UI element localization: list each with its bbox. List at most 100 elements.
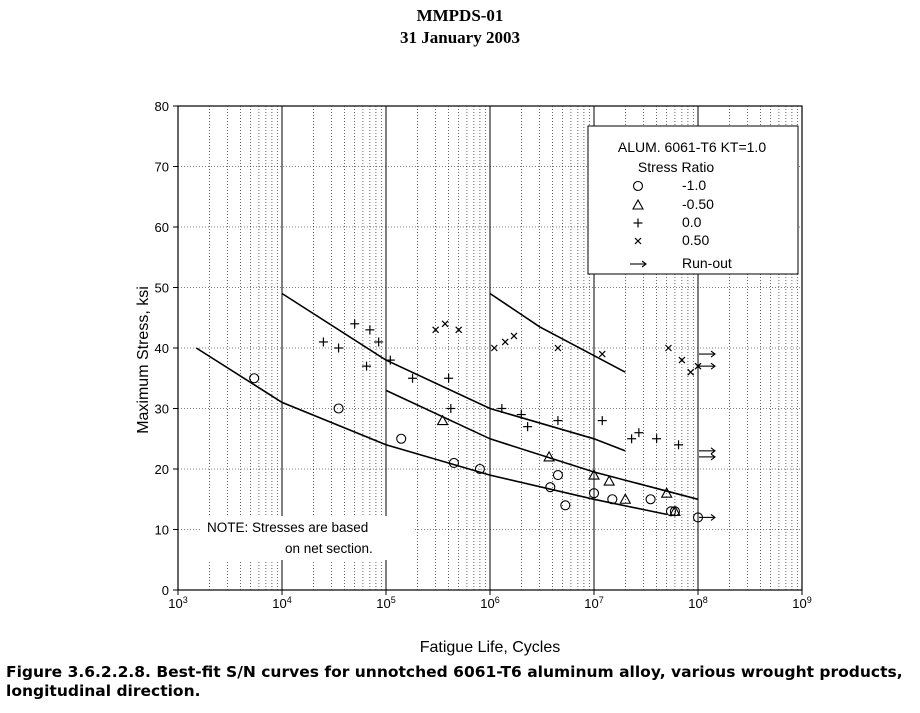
point-plus [385, 355, 395, 365]
circle-marker [645, 494, 656, 505]
point-x [598, 350, 606, 358]
y-tick-label: 80 [155, 99, 169, 114]
y-tick-label: 0 [162, 583, 169, 598]
note-background [200, 516, 414, 560]
arrow-head [710, 350, 716, 358]
x-marker-b [665, 344, 672, 352]
best-fit-curve-circle [195, 347, 667, 516]
point-plus [652, 434, 662, 444]
triangle-marker [588, 468, 600, 480]
legend-subtitle: Stress Ratio [638, 159, 714, 175]
arrow-head [710, 513, 716, 521]
x-axis-ticks: 103 104 105 106 107 108 109 [168, 590, 812, 611]
circle-marker [333, 403, 344, 414]
x-tick-label: 107 [584, 595, 603, 611]
point-triangle [668, 505, 681, 516]
point-circle [632, 180, 644, 192]
best-fit-curve-plus [281, 292, 626, 452]
point-plus [634, 428, 644, 438]
point-triangle [588, 468, 600, 480]
point-x [490, 344, 498, 352]
point-plus [374, 337, 384, 347]
arrow-head [710, 453, 716, 461]
point-triangle [660, 487, 673, 498]
point-x [554, 344, 562, 352]
note: NOTE: Stresses are based on net section. [200, 516, 414, 560]
y-tick-label: 20 [155, 462, 169, 477]
runout-arrow [699, 453, 716, 461]
point-circle [448, 457, 459, 469]
point-plus [633, 218, 643, 228]
triangle-marker [660, 487, 673, 498]
x-tick-label: 108 [688, 595, 707, 611]
point-x [665, 344, 672, 352]
point-plus [497, 404, 507, 413]
x-marker-b [455, 326, 463, 334]
x-marker-b [441, 320, 449, 328]
y-tick-label: 70 [155, 160, 169, 175]
point-plus [362, 361, 372, 371]
point-circle [333, 403, 344, 414]
point-circle [249, 373, 260, 384]
legend: ALUM. 6061-T6 KT=1.0 Stress Ratio -1.0 -0… [587, 125, 799, 275]
runout-arrow [699, 350, 716, 358]
x-marker-b [678, 356, 686, 364]
point-plus [408, 373, 418, 383]
arrow-head [710, 362, 716, 370]
point-x [501, 338, 509, 346]
legend-label: 0.0 [682, 214, 702, 230]
point-x [441, 320, 449, 328]
point-circle [396, 433, 407, 444]
best-fit-curves [195, 292, 699, 516]
point-plus [627, 434, 637, 444]
point-circle [560, 500, 571, 511]
point-circle [474, 463, 485, 475]
legend-label: 0.50 [682, 232, 709, 248]
runout-arrow [699, 447, 716, 455]
x-tick-label: 106 [480, 595, 499, 611]
note-line-1: NOTE: Stresses are based [207, 520, 368, 535]
x-marker-b [432, 326, 440, 334]
point-x [432, 326, 440, 334]
triangle-marker [603, 474, 616, 486]
circle-marker [632, 180, 644, 192]
point-triangle [619, 493, 632, 504]
point-triangle [603, 474, 616, 486]
triangle-marker [619, 493, 632, 504]
x-marker-b [501, 338, 509, 346]
point-plus [446, 404, 456, 413]
point-x [678, 356, 686, 364]
document-date: 31 January 2003 [400, 28, 520, 47]
triangle-marker [668, 505, 681, 516]
point-plus [365, 325, 375, 335]
x-tick-label: 109 [792, 595, 811, 611]
point-x [694, 362, 702, 370]
point-triangle [436, 414, 449, 426]
point-circle [545, 482, 556, 493]
point-circle [552, 469, 563, 481]
point-plus [516, 410, 526, 420]
y-tick-label: 50 [155, 281, 169, 296]
point-circle [607, 494, 618, 505]
point-triangle [543, 450, 556, 462]
point-circle [588, 488, 600, 499]
x-marker-b [490, 344, 498, 352]
runout-arrow [630, 260, 647, 268]
x-tick-label: 105 [376, 595, 395, 611]
point-x [634, 237, 642, 245]
x-marker-b [694, 362, 702, 370]
note-line-2: on net section. [285, 541, 373, 556]
x-tick-label: 103 [168, 595, 187, 611]
point-circle [645, 494, 656, 505]
best-fit-curve-x [489, 292, 626, 373]
y-axis-label: Maximum Stress, ksi [135, 286, 152, 434]
document-id: MMPDS-01 [416, 6, 504, 25]
runout-arrow [699, 513, 716, 521]
point-plus [523, 422, 533, 432]
runout-arrow [699, 362, 716, 370]
x-axis-label: Fatigue Life, Cycles [420, 639, 561, 656]
y-axis-ticks: 0 10 20 30 40 50 60 70 80 [155, 99, 178, 598]
x-marker-b [554, 344, 562, 352]
data-points [249, 319, 704, 523]
